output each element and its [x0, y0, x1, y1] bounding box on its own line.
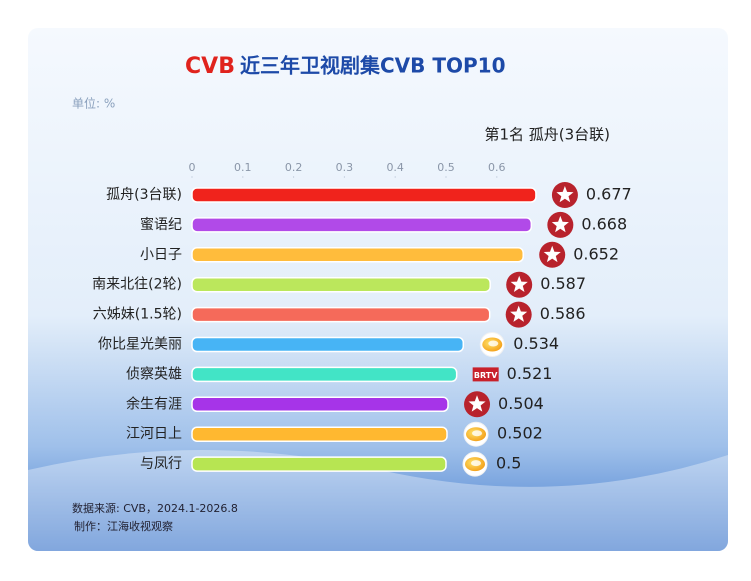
category-label: 你比星光美丽 — [98, 337, 182, 353]
value-label: 0.587 — [540, 274, 586, 293]
bar — [191, 366, 458, 383]
bar — [191, 217, 533, 233]
value-label: 0.521 — [507, 364, 553, 383]
channel-logo — [506, 271, 533, 298]
value-label: 0.668 — [581, 214, 627, 233]
channel-logo — [463, 421, 489, 447]
source: 数据来源: CVB，2024.1-2026.8 — [72, 501, 238, 515]
bar — [191, 247, 524, 263]
annotation: 第1名 孤舟(3台联) — [484, 126, 610, 144]
channel-logo — [479, 332, 505, 357]
channel-logo — [539, 241, 566, 268]
logo-star — [510, 275, 528, 292]
value-label: 0.586 — [540, 304, 586, 323]
category-label: 孤舟(3台联) — [106, 187, 182, 203]
category-label: 与凤行 — [140, 456, 182, 472]
category-label: 六姊妹(1.5轮) — [93, 307, 182, 323]
category-label: 小日子 — [140, 247, 182, 263]
logo-swirl-inner — [472, 430, 483, 437]
logo-swirl-inner — [488, 340, 499, 347]
x-tick-label: 0.3 — [336, 161, 354, 174]
channel-logo — [551, 182, 578, 208]
category-label: 侦察英雄 — [126, 365, 182, 382]
channel-logo: BRTV — [472, 367, 499, 382]
bar — [191, 426, 448, 442]
x-tick-label: 0 — [189, 161, 196, 174]
logo-star — [543, 245, 561, 263]
x-tick-label: 0.5 — [437, 161, 455, 174]
logo-star — [556, 186, 574, 203]
logo-star — [468, 395, 486, 412]
channel-logo — [464, 391, 491, 418]
unit-label: 单位: % — [72, 96, 115, 111]
value-label: 0.5 — [496, 454, 521, 473]
value-label: 0.502 — [497, 424, 543, 443]
logo-swirl-inner — [471, 460, 481, 467]
x-tick-label: 0.6 — [488, 161, 506, 174]
bar — [191, 276, 491, 293]
value-label: 0.504 — [498, 394, 544, 413]
cloud — [28, 450, 728, 551]
channel-logo — [547, 211, 574, 238]
category-label: 南来北往(2轮) — [92, 277, 182, 293]
credit: 制作：江海收视观察 — [74, 519, 173, 533]
bar — [191, 456, 447, 472]
chart-title: 近三年卫视剧集CVB TOP10 — [240, 54, 506, 78]
x-tick-label: 0.2 — [285, 161, 303, 174]
logo-star — [510, 305, 528, 322]
category-label: 江河日上 — [126, 426, 182, 442]
bar — [191, 336, 465, 353]
value-label: 0.534 — [513, 334, 559, 353]
category-label: 余生有涯 — [126, 395, 182, 412]
channel-logo — [505, 301, 532, 328]
category-label: 蜜语纪 — [140, 217, 182, 233]
logo-text: BRTV — [474, 371, 498, 380]
value-label: 0.652 — [573, 244, 619, 263]
bar — [191, 187, 537, 203]
x-tick-label: 0.1 — [234, 161, 252, 174]
logo-box — [472, 367, 499, 382]
value-label: 0.677 — [586, 185, 632, 204]
logo: CVB — [185, 54, 235, 79]
bar — [191, 396, 449, 413]
channel-logo — [462, 451, 488, 477]
logo-star — [551, 215, 569, 233]
bar — [191, 306, 491, 323]
x-tick-label: 0.4 — [386, 161, 404, 174]
